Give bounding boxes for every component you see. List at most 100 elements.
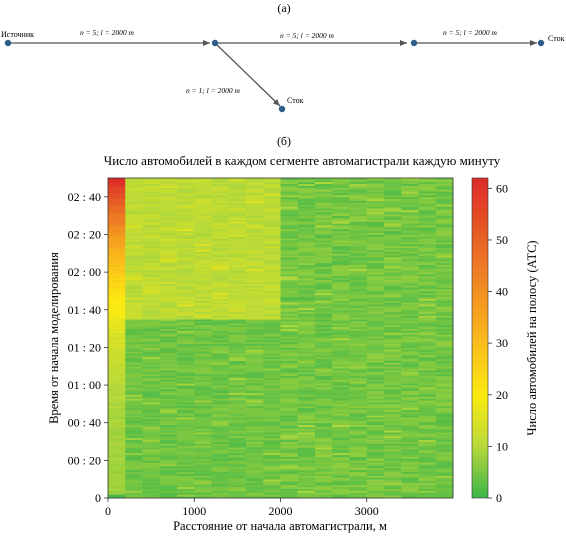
- heatmap-cell: [228, 200, 247, 203]
- heatmap-cell: [280, 466, 299, 469]
- heatmap-cell: [211, 226, 230, 230]
- heatmap-cell: [159, 364, 178, 367]
- heatmap-cell: [435, 311, 454, 314]
- heatmap-cell: [194, 296, 212, 299]
- heatmap-cell: [401, 417, 419, 420]
- heatmap-cell: [366, 228, 385, 232]
- heatmap-cell: [384, 435, 402, 439]
- heatmap-cell: [315, 381, 333, 384]
- heatmap-cell: [159, 426, 178, 429]
- heatmap-cell: [125, 266, 143, 269]
- heatmap-cell: [315, 211, 333, 215]
- heatmap-cell: [194, 490, 212, 493]
- heatmap-cell: [384, 494, 402, 497]
- heatmap-cell: [142, 458, 161, 461]
- heatmap-cell: [211, 210, 230, 213]
- heatmap-cell: [125, 426, 143, 429]
- heatmap-cell: [108, 428, 126, 431]
- heatmap-cell: [142, 481, 161, 484]
- heatmap-cell: [246, 302, 264, 305]
- heatmap-cell: [108, 439, 126, 442]
- heatmap-cell: [211, 477, 230, 480]
- heatmap-cell: [194, 390, 212, 393]
- heatmap-cell: [418, 456, 437, 459]
- heatmap-cell: [297, 179, 316, 183]
- heatmap-cell: [246, 418, 264, 422]
- heatmap-cell: [297, 181, 316, 185]
- heatmap-cell: [332, 334, 350, 337]
- heatmap-cell: [142, 210, 161, 213]
- heatmap-cell: [194, 204, 212, 207]
- heatmap-cell: [263, 324, 281, 328]
- heatmap-cell: [332, 240, 350, 243]
- heatmap-cell: [401, 437, 419, 441]
- heatmap-cell: [125, 258, 143, 262]
- heatmap-cell: [315, 394, 333, 397]
- heatmap-cell: [228, 338, 247, 341]
- heatmap-cell: [297, 443, 316, 446]
- heatmap-cell: [280, 206, 299, 209]
- heatmap-cell: [211, 339, 230, 343]
- heatmap-cell: [142, 475, 161, 478]
- heatmap-cell: [108, 304, 126, 307]
- heatmap-cell: [246, 385, 264, 388]
- heatmap-cell: [418, 345, 437, 348]
- heatmap-cell: [349, 275, 368, 279]
- heatmap-cell: [125, 375, 143, 378]
- heatmap-cell: [142, 221, 161, 224]
- heatmap-cell: [125, 334, 143, 337]
- heatmap-cell: [384, 194, 402, 198]
- heatmap-cell: [228, 400, 247, 403]
- heatmap-cell: [142, 381, 161, 384]
- heatmap-cell: [228, 375, 247, 378]
- heatmap-cell: [384, 479, 402, 482]
- heatmap-cell: [177, 253, 195, 256]
- heatmap-cell: [125, 191, 143, 194]
- heatmap-cell: [211, 307, 230, 311]
- heatmap-cell: [211, 443, 230, 446]
- heatmap-cell: [177, 287, 195, 290]
- heatmap-cell: [211, 249, 230, 252]
- edge-label-4: n = 1; l = 2000 m: [186, 86, 240, 95]
- heatmap-cell: [315, 196, 333, 200]
- heatmap-cell: [194, 275, 212, 279]
- heatmap-cell: [297, 469, 316, 473]
- heatmap-cell: [246, 319, 264, 322]
- heatmap-cell: [228, 496, 247, 499]
- heatmap-cell: [125, 381, 143, 384]
- heatmap-cell: [315, 223, 333, 226]
- heatmap-cell: [280, 334, 299, 337]
- heatmap-cell: [280, 407, 299, 410]
- heatmap-cell: [108, 219, 126, 222]
- heatmap-cell: [366, 492, 385, 495]
- heatmap-cell: [228, 482, 247, 486]
- heatmap-cell: [125, 424, 143, 427]
- heatmap-cell: [211, 386, 230, 390]
- heatmap-cell: [332, 208, 350, 211]
- heatmap-cell: [125, 394, 143, 397]
- heatmap-cell: [159, 262, 178, 265]
- heatmap-cell: [108, 464, 126, 467]
- heatmap-cell: [125, 434, 143, 437]
- heatmap-cell: [315, 473, 333, 476]
- heatmap-cell: [315, 179, 333, 183]
- heatmap-cell: [211, 196, 230, 200]
- heatmap-cell: [349, 206, 368, 209]
- heatmap-cell: [280, 223, 299, 226]
- heatmap-cell: [366, 420, 385, 424]
- heatmap-cell: [142, 260, 161, 264]
- heatmap-cell: [125, 362, 143, 365]
- heatmap-cell: [366, 447, 385, 450]
- heatmap-cell: [418, 300, 437, 303]
- heatmap-cell: [246, 400, 264, 403]
- heatmap-cell: [349, 185, 368, 188]
- y-tick-label: 02 : 40: [68, 190, 101, 204]
- heatmap-cell: [435, 490, 454, 493]
- heatmap-cell: [401, 449, 419, 452]
- heatmap-cell: [401, 411, 419, 414]
- heatmap-cell: [366, 402, 385, 405]
- heatmap-cell: [159, 488, 178, 491]
- heatmap-cell: [297, 228, 316, 232]
- heatmap-cell: [228, 364, 247, 367]
- heatmap-cell: [194, 309, 212, 313]
